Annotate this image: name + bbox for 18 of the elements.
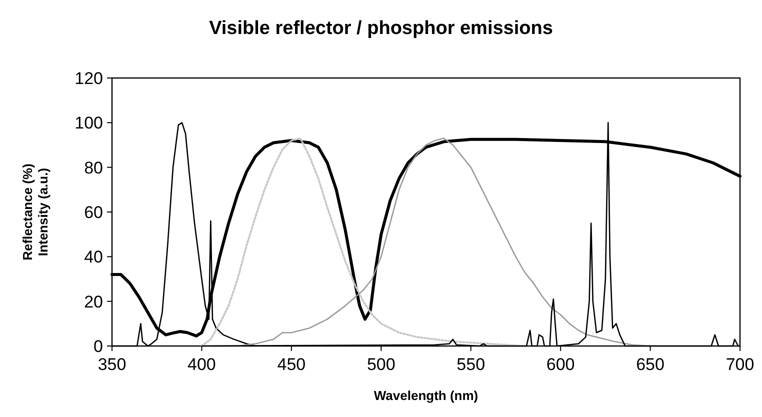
x-tick-label: 350 [98, 355, 126, 374]
y-tick-label: 80 [84, 158, 103, 178]
y-tick-label: 100 [74, 114, 103, 133]
x-tick-label: 400 [188, 355, 216, 374]
x-tick-label: 600 [546, 355, 575, 374]
y-axis-title: Reflectance (%) Intensity (a.u.) [20, 164, 51, 260]
x-tick-label: 500 [366, 355, 396, 374]
chart-title: Visible reflector / phosphor emissions [209, 18, 553, 39]
x-tick-label: 550 [456, 355, 486, 374]
y-tick-label: 0 [94, 336, 103, 356]
x-tick-label: 450 [277, 355, 306, 374]
y-tick-label: 40 [84, 248, 103, 267]
x-axis-title: Wavelength (nm) [374, 388, 478, 403]
y-tick-label: 60 [84, 202, 103, 222]
y-tick-label: 120 [74, 68, 103, 88]
x-tick-label: 700 [726, 355, 754, 374]
y-tick-label: 20 [84, 292, 103, 312]
x-tick-label: 650 [636, 355, 664, 374]
